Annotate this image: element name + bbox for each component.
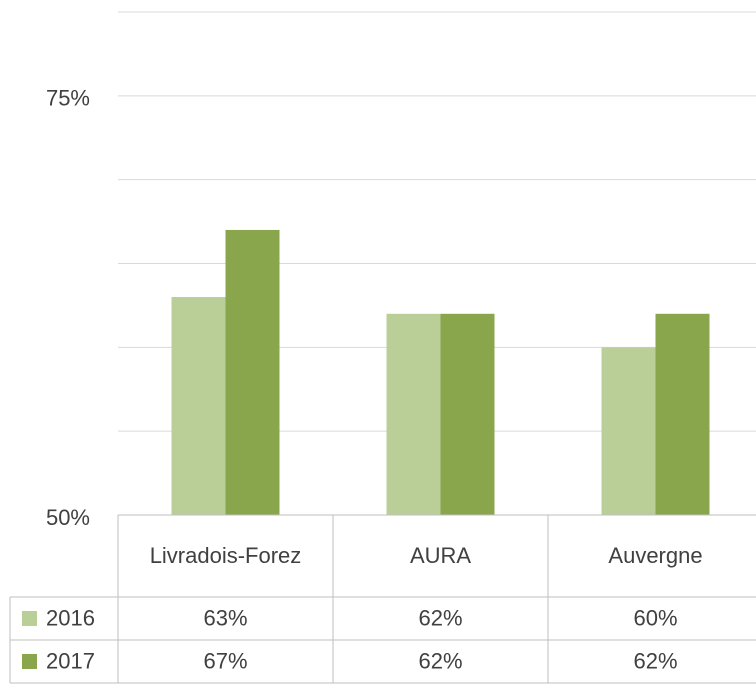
legend-key	[22, 654, 37, 669]
data-label: 62%	[418, 648, 462, 673]
bar	[655, 313, 710, 515]
category-cell: AURA	[409, 543, 472, 568]
bar	[171, 297, 226, 515]
bar	[225, 229, 280, 515]
y-tick-label: 50%	[46, 505, 90, 530]
category-cell: Auvergne	[608, 543, 703, 568]
category-cell: Livradois-Forez	[149, 543, 302, 568]
data-label: 62%	[633, 648, 677, 673]
y-tick-label: 75%	[46, 86, 90, 111]
legend-label: 2016	[46, 605, 95, 630]
x-tick-label: Auvergne	[608, 543, 703, 568]
x-tick-label: Livradois-Forez	[149, 543, 302, 568]
legend-label: 2017	[46, 648, 95, 673]
data-label: 67%	[203, 648, 247, 673]
data-label: 60%	[633, 605, 677, 630]
bar	[601, 347, 656, 515]
data-label: 63%	[203, 605, 247, 630]
x-tick-label: AURA	[409, 543, 472, 568]
legend-key	[22, 611, 37, 626]
bar	[440, 313, 495, 515]
data-label: 62%	[418, 605, 462, 630]
bar	[386, 313, 441, 515]
